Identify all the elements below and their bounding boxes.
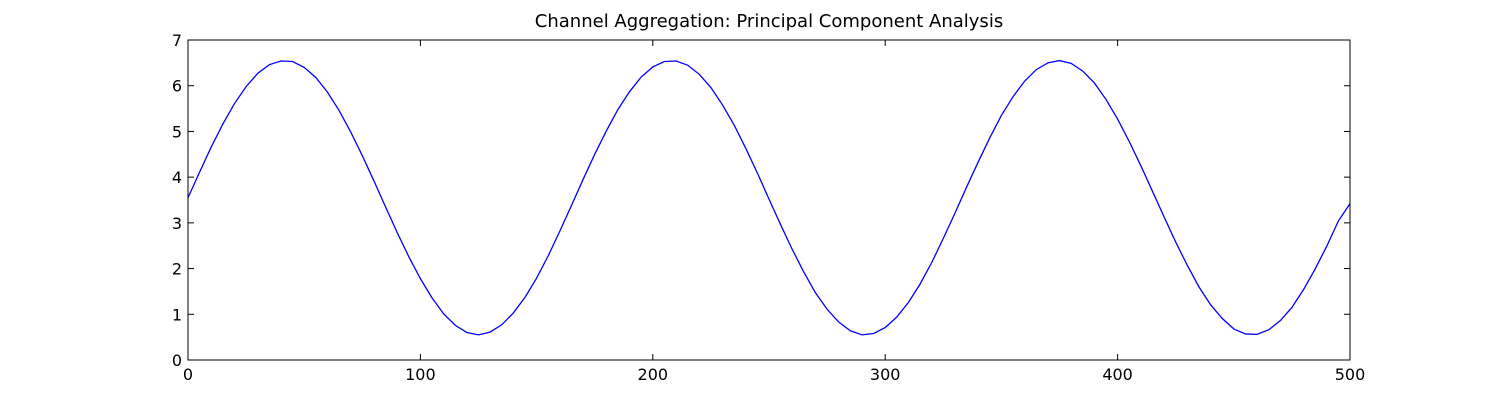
x-tick-label: 100 [405,365,436,384]
y-tick-label: 0 [172,351,182,370]
y-tick-label: 4 [172,168,182,187]
x-tick-label: 500 [1335,365,1366,384]
chart-title: Channel Aggregation: Principal Component… [535,11,1003,32]
x-tick-label: 400 [1102,365,1133,384]
x-tick-label: 200 [638,365,669,384]
y-tick-label: 6 [172,77,182,96]
x-tick-label: 0 [183,365,193,384]
data-line [187,59,1351,336]
y-tick-label: 1 [172,305,182,324]
y-tick-label: 2 [172,260,182,279]
x-tick-label: 300 [870,365,901,384]
y-tick-label: 7 [172,31,182,50]
plot-frame [187,39,1351,361]
y-tick-label: 5 [172,122,182,141]
y-tick-label: 3 [172,214,182,233]
